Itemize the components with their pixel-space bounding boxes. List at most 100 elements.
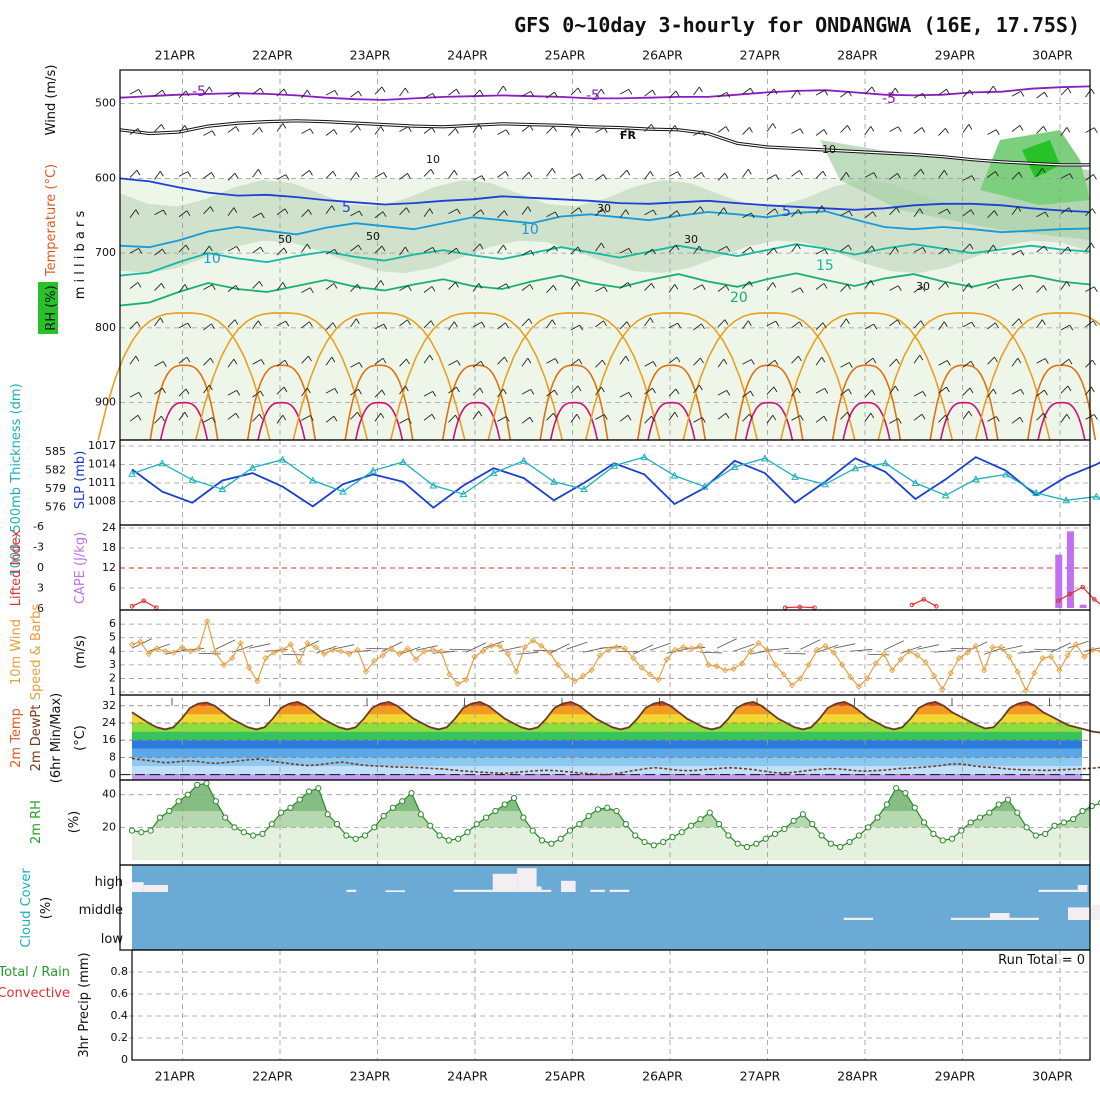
barb-feather (407, 126, 412, 132)
barb-feather (922, 247, 927, 253)
li-marker (1055, 598, 1061, 604)
barb (913, 208, 921, 218)
barb (178, 125, 186, 134)
barb-feather (798, 355, 802, 362)
wind10m-barb (917, 644, 939, 650)
rh-shading (120, 130, 1090, 440)
wind10m-barb (332, 644, 355, 650)
rh-marker (958, 827, 965, 834)
barb-feather (429, 208, 434, 214)
barb (472, 124, 480, 133)
barb (325, 387, 335, 394)
wind10m-marker (989, 644, 996, 651)
barb (497, 416, 507, 422)
barb (1036, 285, 1044, 293)
barb (791, 321, 800, 329)
barb (448, 169, 455, 179)
barb-feather (1043, 126, 1047, 132)
barb-feather (970, 209, 975, 215)
barb (423, 168, 432, 177)
barb (350, 284, 358, 292)
wind10m-marker (170, 649, 177, 656)
barb (1011, 249, 1021, 256)
barb-feather (969, 243, 974, 250)
barb-feather (334, 90, 339, 96)
rh-marker (203, 780, 210, 787)
wind10m-marker (195, 645, 202, 652)
barb-feather (430, 168, 435, 175)
wind10m-marker (830, 649, 837, 656)
barb (301, 415, 311, 421)
wind10m-marker (212, 649, 219, 656)
barb (938, 414, 946, 423)
barb-feather (995, 171, 999, 177)
wind-tick-3: 3 (109, 658, 116, 671)
barb (693, 323, 702, 331)
wind10m-marker (1072, 641, 1080, 648)
precip-tick-0.4: 0.4 (111, 1009, 129, 1022)
barb-feather (161, 124, 165, 130)
thickness-marker (881, 459, 890, 467)
wind10m-marker (529, 637, 537, 644)
barb-feather (750, 212, 755, 219)
barb-feather (799, 415, 804, 421)
precip-frame (131, 949, 1091, 1061)
barb-feather (725, 126, 730, 132)
barb-feather (380, 280, 385, 286)
wind10m-marker (605, 646, 612, 654)
barb-feather (577, 246, 582, 253)
barb-feather (675, 244, 680, 251)
bottom-date-29APR: 29APR (935, 1069, 976, 1084)
barb (815, 283, 825, 290)
barb (815, 387, 825, 394)
isotherm-label-fr: FR (620, 129, 637, 142)
barb (154, 209, 164, 216)
barb (276, 174, 286, 180)
cape-grid (120, 525, 1090, 610)
wind10m-marker (997, 644, 1005, 651)
temp-band-3 (132, 748, 1082, 758)
barb-feather (873, 323, 878, 330)
thickness-marker (791, 472, 799, 480)
barb (644, 124, 652, 132)
barb-feather (1044, 245, 1048, 252)
li-marker (1092, 597, 1097, 602)
barb (423, 127, 433, 134)
barb (203, 284, 213, 290)
rh-marker (417, 811, 424, 818)
barb-feather (161, 283, 165, 289)
barb-feather (456, 208, 461, 215)
wind10m-barb (182, 647, 205, 651)
pressure-tick-800: 800 (95, 321, 116, 334)
temp-band-8 (132, 705, 1082, 715)
barb-feather (968, 410, 973, 417)
wind10m-barb (566, 641, 588, 650)
barb-feather (306, 89, 311, 96)
rh-marker (753, 840, 760, 847)
barb (472, 283, 480, 292)
barb-feather (1044, 91, 1048, 98)
rh-marker (781, 825, 788, 833)
wind10m-marker (354, 646, 361, 654)
warm-isotherm-day3-0 (389, 312, 564, 441)
barb-feather (796, 243, 801, 250)
bottom-date-axis: 21APR 22APR 23APR 24APR 25APR 26APR 27APR 28APR… (155, 1069, 1073, 1084)
barb-feather (701, 284, 706, 290)
barb (1060, 87, 1069, 96)
barb (472, 360, 482, 368)
isotherm-10 (119, 210, 1091, 249)
wind10m-marker (412, 656, 420, 663)
barb (399, 172, 408, 180)
barb-feather (235, 285, 240, 291)
barb (668, 322, 678, 329)
barb (668, 125, 676, 134)
wind10m-marker (429, 646, 436, 654)
barb-feather (995, 129, 1000, 135)
barb (374, 172, 384, 178)
rh-marker (1079, 807, 1086, 815)
barb (325, 283, 335, 290)
barb (742, 168, 749, 178)
barb (350, 210, 360, 217)
wind10m-marker (1039, 654, 1046, 662)
warm-isotherm-day8-1 (929, 364, 999, 441)
